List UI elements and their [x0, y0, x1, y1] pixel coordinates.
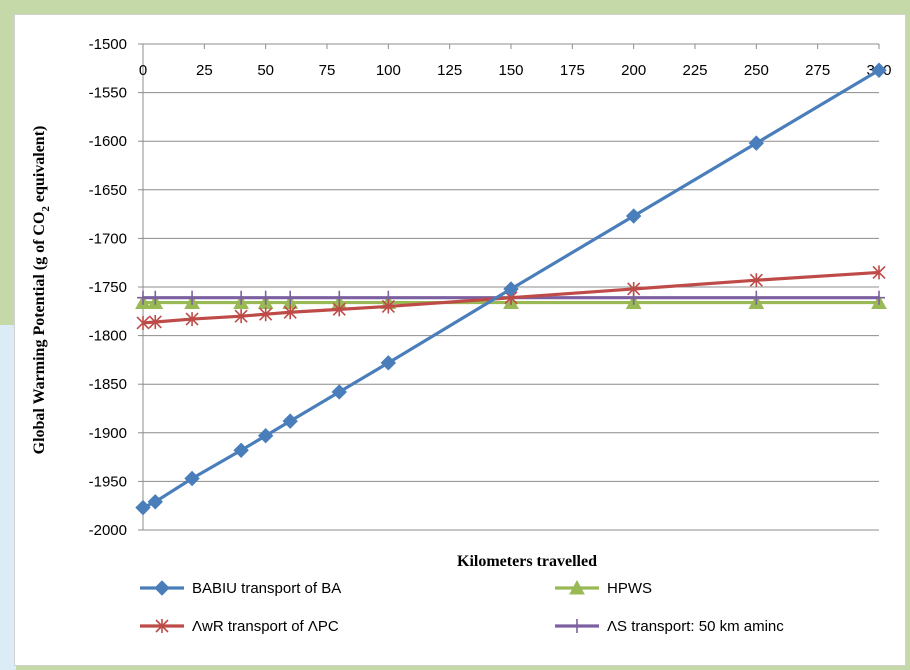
data-point-marker — [380, 355, 397, 371]
x-tick-label: 50 — [257, 62, 274, 79]
legend-label: ΛS transport: 50 km aminc — [607, 618, 784, 635]
y-tick-label: -2000 — [89, 522, 127, 539]
x-tick-label: 225 — [682, 62, 707, 79]
data-point-marker — [147, 494, 163, 510]
data-point-marker — [331, 384, 347, 400]
data-point-marker — [749, 273, 763, 288]
x-axis-title: Kilometers travelled — [457, 553, 597, 570]
legend-item: BABIU transport of BA — [140, 580, 341, 597]
data-point-marker — [154, 580, 170, 596]
y-tick-label: -1600 — [89, 133, 127, 150]
x-tick-label: 275 — [805, 62, 830, 79]
data-point-marker — [283, 305, 297, 320]
series-line — [142, 68, 880, 510]
y-tick-label: -1650 — [89, 182, 127, 199]
data-point-marker — [284, 290, 297, 305]
data-point-marker — [873, 290, 885, 305]
x-tick-label: 100 — [376, 62, 401, 79]
data-point-marker — [135, 499, 151, 516]
y-tick-label: -1750 — [89, 279, 127, 296]
data-point-marker — [149, 290, 162, 305]
data-point-marker — [235, 290, 248, 305]
y-tick-label: -1900 — [89, 425, 127, 442]
x-tick-label: 200 — [621, 62, 646, 79]
x-axis-ticks: 0255075100125150175200225250275300 — [139, 44, 892, 79]
data-point-marker — [872, 265, 886, 280]
data-point-marker — [569, 579, 585, 595]
data-point-marker — [748, 135, 765, 151]
plot-series — [135, 62, 887, 516]
data-point-marker — [234, 309, 248, 324]
background-panel — [0, 325, 16, 670]
x-tick-label: 0 — [139, 62, 147, 79]
legend-item: ΛS transport: 50 km aminc — [555, 618, 784, 635]
x-tick-label: 75 — [319, 62, 336, 79]
data-point-marker — [186, 290, 199, 305]
y-axis-title: Global Warming Potential (g of CO2 equiv… — [31, 126, 52, 455]
data-point-marker — [136, 315, 150, 330]
y-tick-label: -1500 — [89, 36, 127, 53]
x-tick-label: 25 — [196, 62, 213, 79]
data-point-marker — [148, 314, 162, 329]
legend-item: HPWS — [555, 579, 652, 597]
data-point-marker — [185, 312, 199, 327]
x-tick-label: 150 — [498, 62, 523, 79]
legend-label: BABIU transport of BA — [192, 580, 341, 597]
data-point-marker — [750, 290, 763, 305]
series-line — [142, 270, 880, 325]
data-point-marker — [282, 413, 298, 429]
data-point-marker — [259, 290, 272, 305]
data-point-marker — [184, 470, 200, 487]
y-axis-title-subscript: 2 — [40, 206, 52, 212]
legend-item: ΛwR transport of ΛPC — [140, 618, 339, 635]
data-point-marker — [625, 208, 642, 224]
y-axis-title-main: Global Warming Potential (g of CO — [31, 212, 48, 455]
data-point-marker — [332, 302, 346, 317]
data-point-marker — [627, 281, 641, 296]
series-0 — [135, 62, 887, 516]
data-point-marker — [137, 290, 149, 305]
x-tick-label: 175 — [560, 62, 585, 79]
y-tick-label: -1850 — [89, 376, 127, 393]
x-tick-label: 250 — [744, 62, 769, 79]
y-tick-label: -1700 — [89, 230, 127, 247]
legend-label: HPWS — [607, 580, 652, 597]
y-axis-title-tail: equivalent) — [31, 126, 48, 206]
y-tick-label: -1550 — [89, 85, 127, 102]
y-tick-label: -1950 — [89, 473, 127, 490]
data-point-marker — [259, 307, 273, 322]
y-axis-ticks: -1500 -1550 -1600 -1650 -1700 -1750 -1800 -1850… — [89, 36, 143, 539]
data-point-marker — [381, 299, 395, 314]
series-2 — [136, 265, 886, 330]
legend-label: ΛwR transport of ΛPC — [192, 618, 339, 635]
data-point-marker — [155, 619, 169, 633]
data-point-marker — [257, 428, 274, 444]
chart-frame — [14, 14, 906, 666]
data-point-marker — [871, 62, 887, 78]
data-point-marker — [233, 442, 249, 459]
x-tick-label: 125 — [437, 62, 462, 79]
legend: BABIU transport of BA HPWS ΛwR transport o… — [140, 579, 784, 635]
data-point-marker — [571, 619, 583, 633]
data-point-marker — [503, 281, 519, 297]
y-tick-label: -1800 — [89, 328, 127, 345]
